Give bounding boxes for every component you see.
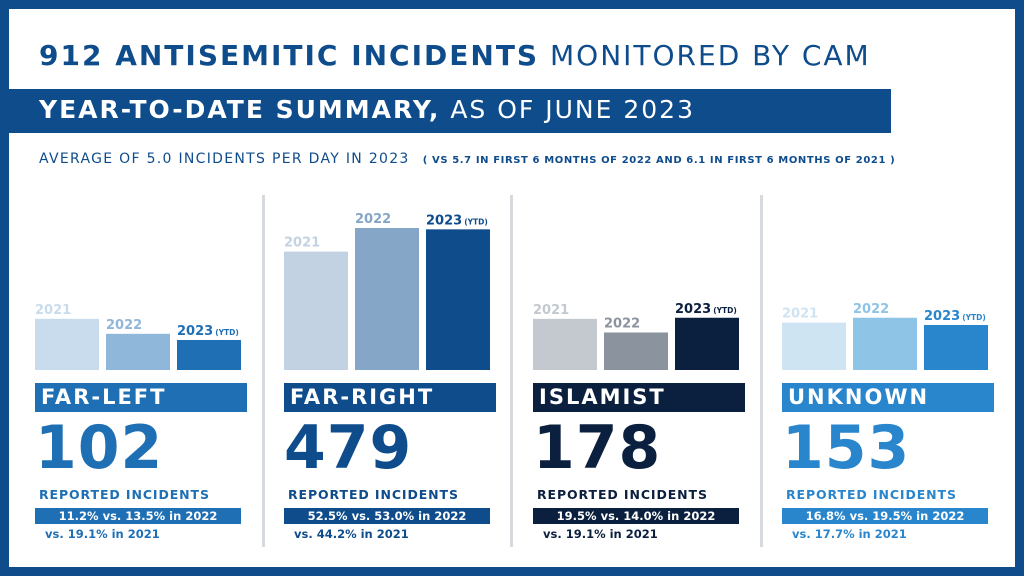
panel-divider — [510, 195, 513, 547]
reported-incidents-label: REPORTED INCIDENTS — [537, 487, 708, 502]
year-label-2023: 2023 (YTD) — [924, 309, 986, 324]
bar-chart-unknown: 2021 2022 2023 (YTD) — [782, 302, 988, 370]
title-light-text: MONITORED BY CAM — [550, 39, 871, 72]
year-label-2023: 2023 (YTD) — [675, 302, 737, 317]
bar-2021 — [782, 322, 846, 370]
bar-2022 — [604, 332, 668, 370]
banner-text: YEAR-TO-DATE SUMMARY, AS OF JUNE 2023 — [39, 95, 695, 124]
bar-chart-far-left: 2021 2022 2023 (YTD) — [35, 303, 241, 370]
reported-incidents-label: REPORTED INCIDENTS — [39, 487, 210, 502]
bar-2023 — [924, 324, 988, 370]
category-label: UNKNOWN — [782, 383, 994, 412]
panel-far-left: 2021 2022 2023 (YTD) FAR-LEFT 102 REPORTED … — [35, 189, 253, 559]
panel-divider — [760, 195, 763, 547]
bar-2023 — [426, 229, 490, 370]
bar-2022 — [106, 333, 170, 370]
comparison-2022: 11.2% vs. 13.5% in 2022 — [35, 508, 241, 524]
year-label-2022: 2022 — [604, 316, 640, 331]
bar-2021 — [35, 318, 99, 370]
banner-light-text: AS OF JUNE 2023 — [450, 95, 695, 124]
page-title: 912 ANTISEMITIC INCIDENTS MONITORED BY C… — [39, 39, 871, 72]
incident-count: 178 — [533, 413, 662, 483]
category-label: FAR-LEFT — [35, 383, 247, 412]
bar-2023 — [675, 317, 739, 370]
title-bold-text: 912 ANTISEMITIC INCIDENTS — [39, 39, 540, 72]
infographic-frame: 912 ANTISEMITIC INCIDENTS MONITORED BY C… — [9, 9, 1015, 567]
comparison-2021: vs. 19.1% in 2021 — [45, 527, 160, 541]
bar-chart-far-right: 2021 2022 2023 (YTD) — [284, 212, 490, 370]
year-label-2022: 2022 — [106, 318, 142, 333]
year-label-2023: 2023 (YTD) — [177, 324, 239, 339]
average-comparison-text: ( VS 5.7 IN FIRST 6 MONTHS OF 2022 AND 6… — [422, 155, 896, 166]
reported-incidents-label: REPORTED INCIDENTS — [786, 487, 957, 502]
average-main-text: AVERAGE OF 5.0 INCIDENTS PER DAY IN 2023 — [39, 151, 410, 167]
bar-2022 — [355, 228, 419, 370]
year-label-2023: 2023 (YTD) — [426, 213, 488, 228]
incident-count: 153 — [782, 413, 911, 483]
incident-count: 479 — [284, 413, 413, 483]
comparison-2021: vs. 19.1% in 2021 — [543, 527, 658, 541]
year-label-2021: 2021 — [782, 307, 818, 322]
reported-incidents-label: REPORTED INCIDENTS — [288, 487, 459, 502]
panel-unknown: 2021 2022 2023 (YTD) UNKNOWN 153 REPORTED I… — [782, 189, 1000, 559]
comparison-2022: 19.5% vs. 14.0% in 2022 — [533, 508, 739, 524]
bar-chart-islamist: 2021 2022 2023 (YTD) — [533, 302, 739, 370]
year-label-2022: 2022 — [355, 212, 391, 227]
panel-islamist: 2021 2022 2023 (YTD) ISLAMIST 178 REPORTED … — [533, 189, 751, 559]
bar-2021 — [533, 318, 597, 370]
year-label-2021: 2021 — [284, 236, 320, 251]
bar-2021 — [284, 251, 348, 370]
category-label: ISLAMIST — [533, 383, 745, 412]
summary-banner: YEAR-TO-DATE SUMMARY, AS OF JUNE 2023 — [9, 89, 891, 133]
panel-far-right: 2021 2022 2023 (YTD) FAR-RIGHT 479 REPORTED… — [284, 189, 502, 559]
bar-2022 — [853, 317, 917, 370]
comparison-2021: vs. 17.7% in 2021 — [792, 527, 907, 541]
category-label: FAR-RIGHT — [284, 383, 496, 412]
year-label-2021: 2021 — [533, 303, 569, 318]
average-line: AVERAGE OF 5.0 INCIDENTS PER DAY IN 2023… — [39, 148, 895, 167]
incident-count: 102 — [35, 413, 164, 483]
banner-bold-text: YEAR-TO-DATE SUMMARY, — [39, 95, 441, 124]
panel-divider — [262, 195, 265, 547]
year-label-2022: 2022 — [853, 302, 889, 317]
comparison-2022: 16.8% vs. 19.5% in 2022 — [782, 508, 988, 524]
comparison-2022: 52.5% vs. 53.0% in 2022 — [284, 508, 490, 524]
comparison-2021: vs. 44.2% in 2021 — [294, 527, 409, 541]
year-label-2021: 2021 — [35, 303, 71, 318]
bar-2023 — [177, 339, 241, 370]
